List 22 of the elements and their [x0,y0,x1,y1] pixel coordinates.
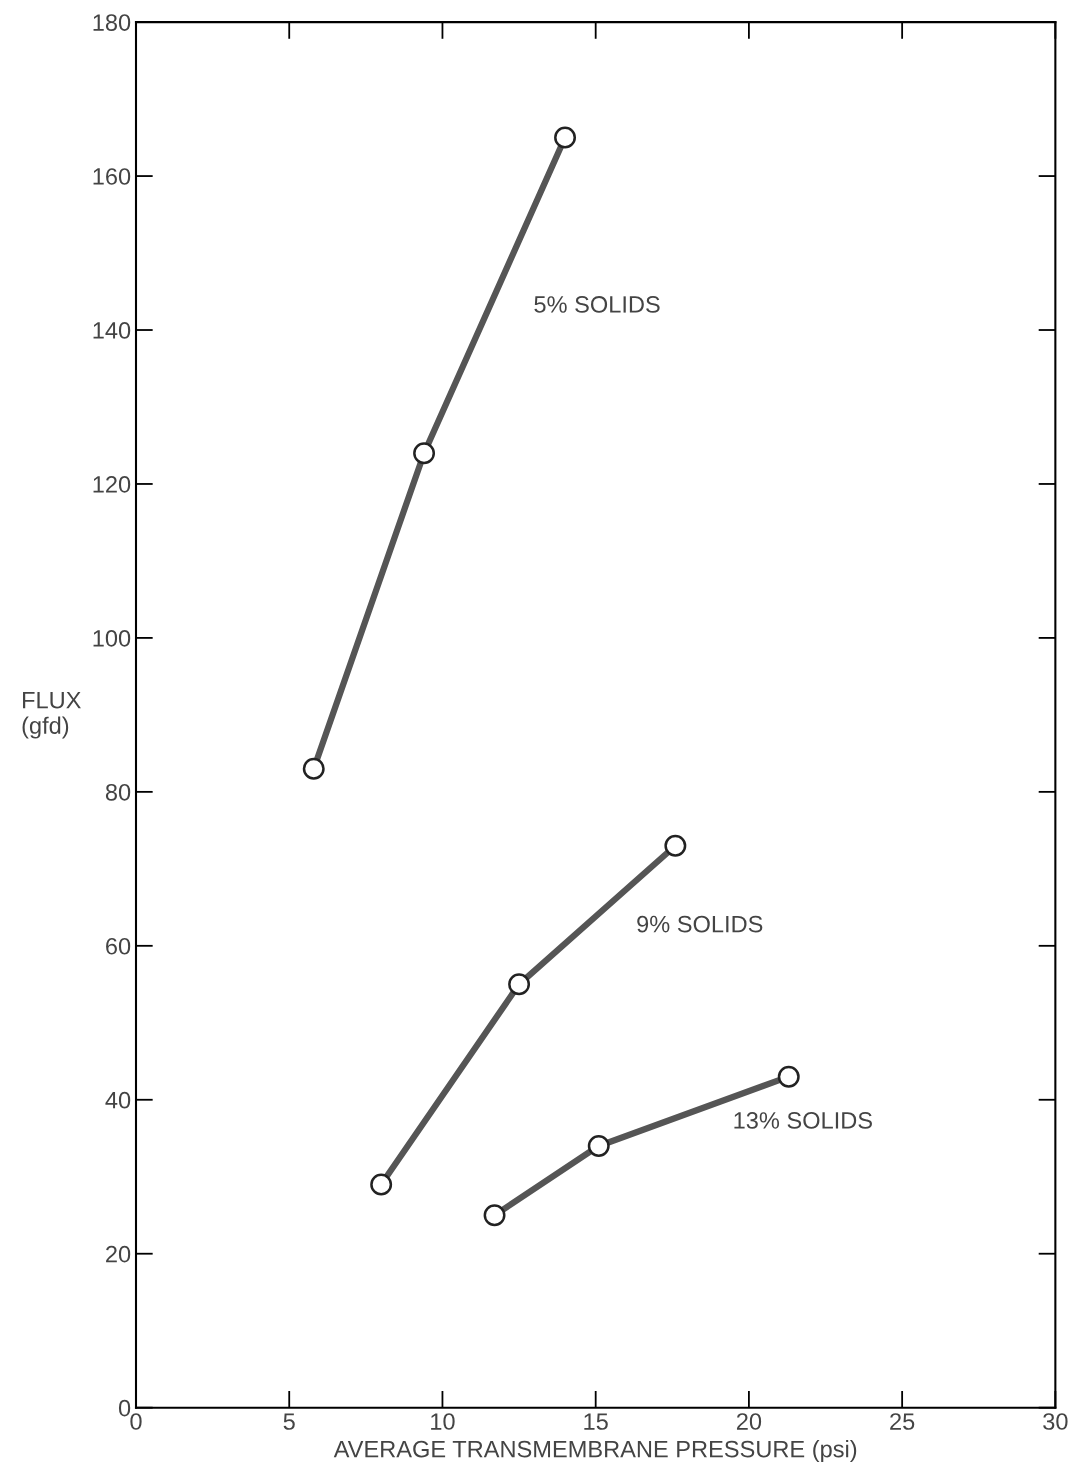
y-tick-label: 20 [106,1245,131,1263]
series-label: 9% SOLIDS [637,915,763,933]
y-tick-label: 120 [93,476,131,493]
y-tick-label: 80 [105,783,131,801]
x-tick-label: 5 [283,1413,295,1430]
y-tick-label: 40 [105,1091,131,1109]
y-tick-label: 100 [93,629,131,647]
y-tick-label: 180 [93,14,131,31]
x-tick-label: 10 [431,1413,455,1430]
y-tick-label: 140 [93,322,131,339]
x-tick-label: 0 [130,1413,142,1430]
x-tick-label: 30 [1043,1413,1068,1430]
y-axis-title: FLUX (gfd) [22,692,81,739]
y-tick-label: 60 [106,937,131,955]
x-tick-label: 20 [736,1413,762,1430]
y-tick-label: 160 [93,168,131,185]
x-tick-label: 25 [890,1413,915,1430]
series-label: 13% SOLIDS [734,1112,872,1129]
y-tick-label: 0 [118,1399,131,1417]
x-tick-label: 15 [584,1413,608,1430]
x-axis-title: AVERAGE TRANSMEMBRANE PRESSURE (psi) [333,1440,857,1463]
series-label: 5% SOLIDS [534,296,660,313]
